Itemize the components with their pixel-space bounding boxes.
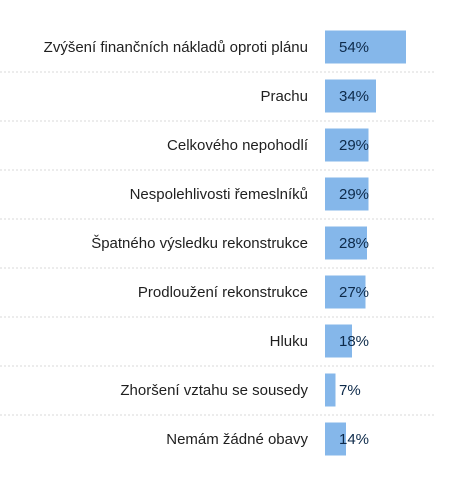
category-label: Hluku [270,333,308,350]
row-separators [0,71,434,416]
category-label: Nespolehlivosti řemeslníků [130,186,308,203]
value-label: 7% [339,382,361,399]
category-label: Prachu [260,88,308,105]
bar [325,128,369,162]
category-label: Špatného výsledku rekonstrukce [91,235,308,252]
value-label: 14% [339,431,369,448]
category-labels: Zvýšení finančních nákladů oproti plánu P… [44,39,309,448]
category-label: Prodloužení rekonstrukce [138,284,308,301]
value-label: 27% [339,284,369,301]
bar [325,373,336,407]
value-label: 29% [339,137,369,154]
value-label: 34% [339,88,369,105]
value-label: 29% [339,186,369,203]
category-label: Zvýšení finančních nákladů oproti plánu [44,39,308,56]
value-label: 28% [339,235,369,252]
bar [325,275,366,309]
value-label: 18% [339,333,369,350]
bar [325,79,376,113]
value-label: 54% [339,39,369,56]
category-label: Nemám žádné obavy [166,431,308,448]
bar [325,324,352,358]
bar [325,422,346,456]
bar [325,177,369,211]
bar [325,30,406,64]
value-labels: 54% 34% 29% 29% 28% 27% 18% 7% 14% [339,39,369,448]
category-label: Zhoršení vztahu se sousedy [120,382,308,399]
category-label: Celkového nepohodlí [167,137,309,154]
bar [325,226,367,260]
bars [325,30,406,456]
